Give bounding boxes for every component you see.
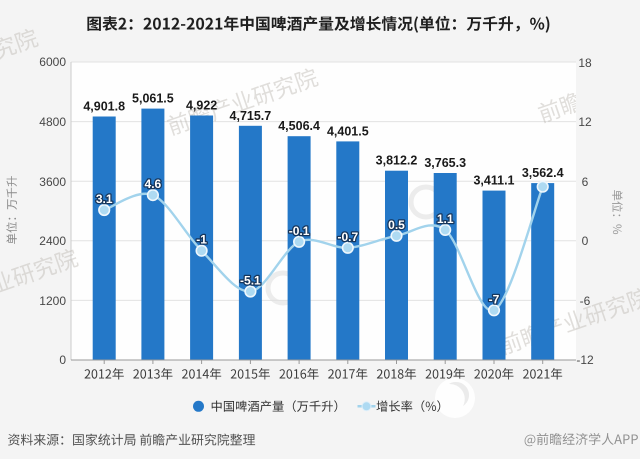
svg-text:12: 12 [578,115,592,129]
svg-text:5,061.5: 5,061.5 [132,92,174,106]
svg-text:-5.1: -5.1 [240,274,261,288]
svg-text:0: 0 [59,353,66,367]
svg-text:3.1: 3.1 [96,192,113,206]
svg-text:4,506.4: 4,506.4 [278,119,320,133]
svg-text:3,562.4: 3,562.4 [522,166,564,180]
svg-text:1200: 1200 [39,294,66,308]
svg-text:4,401.5: 4,401.5 [327,124,369,138]
svg-text:4,901.8: 4,901.8 [83,100,125,114]
svg-text:1.1: 1.1 [437,212,454,226]
svg-text:3600: 3600 [39,175,66,189]
svg-text:-0.1: -0.1 [289,224,310,238]
svg-text:3,765.3: 3,765.3 [424,156,466,170]
svg-text:6000: 6000 [39,55,66,69]
svg-text:0: 0 [582,234,589,248]
svg-text:4,922: 4,922 [186,99,217,113]
svg-text:-7: -7 [489,292,500,306]
svg-text:18: 18 [578,56,592,70]
svg-text:-12: -12 [576,353,594,367]
svg-text:4.6: 4.6 [145,177,162,191]
svg-text:2400: 2400 [39,234,66,248]
svg-text:-1: -1 [196,233,207,247]
svg-text:0.5: 0.5 [388,218,405,232]
svg-text:3,812.2: 3,812.2 [376,154,418,168]
svg-text:4,715.7: 4,715.7 [230,109,272,123]
svg-text:-0.7: -0.7 [337,230,358,244]
svg-text:-6: -6 [580,294,591,308]
svg-text:3,411.1: 3,411.1 [473,174,514,188]
svg-text:6: 6 [582,175,589,189]
svg-text:4800: 4800 [39,115,66,129]
